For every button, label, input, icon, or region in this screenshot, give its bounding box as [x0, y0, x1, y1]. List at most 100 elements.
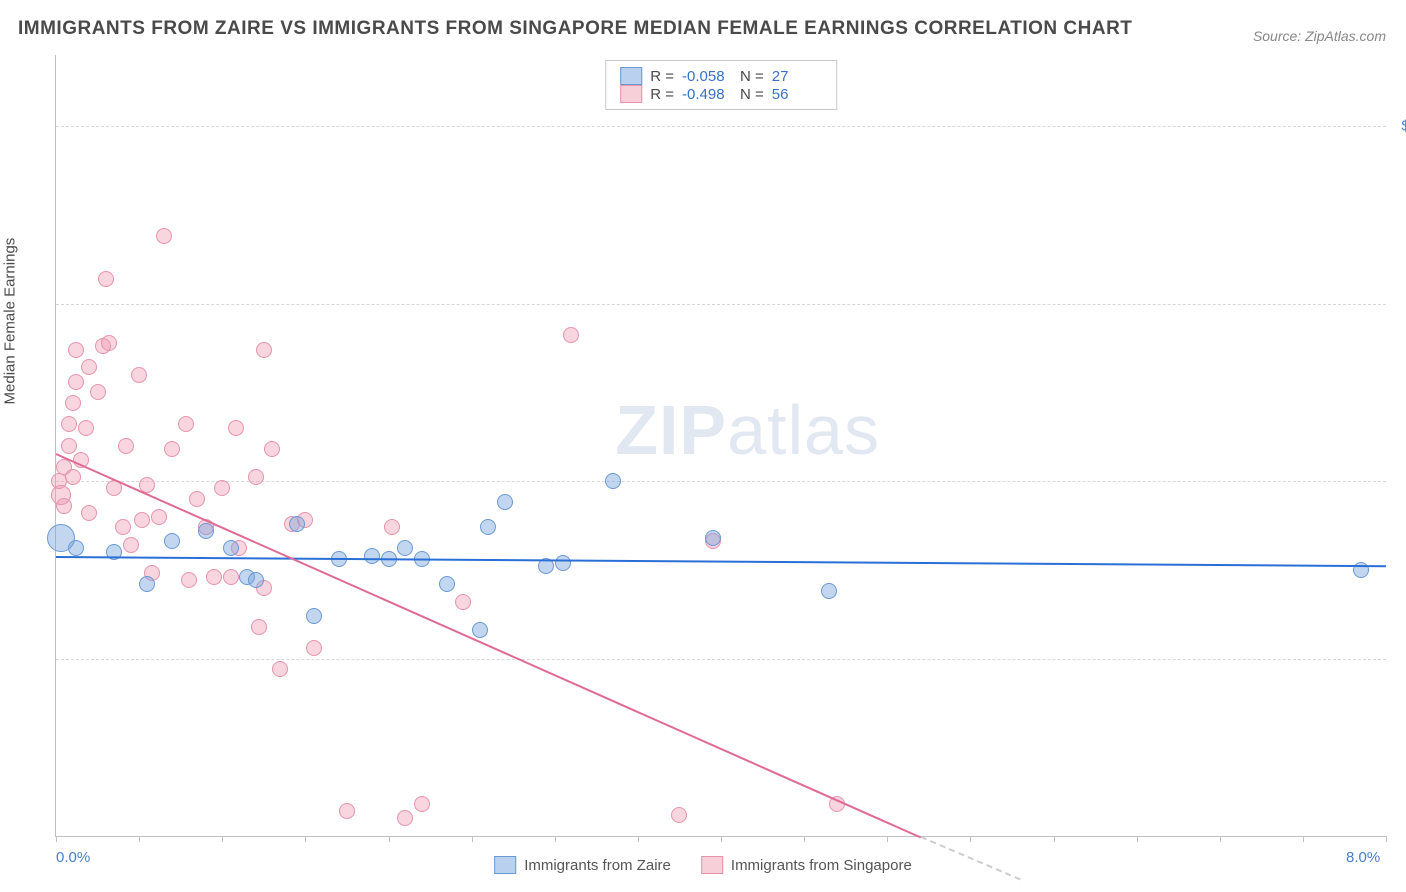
r-value: -0.498 [682, 86, 732, 103]
data-point [68, 342, 84, 358]
data-point [90, 384, 106, 400]
data-point [81, 505, 97, 521]
x-tick [139, 836, 140, 842]
data-point [306, 608, 322, 624]
data-point [472, 622, 488, 638]
r-value: -0.058 [682, 68, 732, 85]
x-tick [305, 836, 306, 842]
y-tick-label: $50,000 [1394, 473, 1406, 490]
data-point [178, 416, 194, 432]
data-point [397, 810, 413, 826]
data-point [251, 619, 267, 635]
legend-label: Immigrants from Singapore [731, 857, 912, 874]
watermark: ZIPatlas [615, 390, 880, 470]
data-point [206, 569, 222, 585]
data-point [289, 516, 305, 532]
legend-swatch [620, 67, 642, 85]
x-tick [1137, 836, 1138, 842]
data-point [164, 441, 180, 457]
stats-legend-row: R = -0.498 N = 56 [620, 85, 822, 103]
x-tick [804, 836, 805, 842]
y-tick-label: $25,000 [1394, 650, 1406, 667]
data-point [306, 640, 322, 656]
y-axis-label: Median Female Earnings [2, 238, 19, 405]
data-point [705, 530, 721, 546]
data-point [61, 438, 77, 454]
n-label: N = [740, 68, 764, 85]
data-point [81, 359, 97, 375]
legend-swatch [620, 85, 642, 103]
x-tick-label: 8.0% [1346, 849, 1380, 866]
data-point [228, 420, 244, 436]
data-point [65, 395, 81, 411]
data-point [189, 491, 205, 507]
data-point [223, 540, 239, 556]
data-point [821, 583, 837, 599]
data-point [248, 572, 264, 588]
data-point [497, 494, 513, 510]
data-point [98, 271, 114, 287]
x-tick [222, 836, 223, 842]
x-tick [1220, 836, 1221, 842]
n-label: N = [740, 86, 764, 103]
data-point [78, 420, 94, 436]
data-point [198, 523, 214, 539]
data-point [555, 555, 571, 571]
data-point [131, 367, 147, 383]
data-point [68, 374, 84, 390]
gridline [56, 659, 1386, 660]
data-point [256, 342, 272, 358]
gridline [56, 126, 1386, 127]
x-tick [638, 836, 639, 842]
data-point [671, 807, 687, 823]
scatter-plot-area: ZIPatlas R =-0.058N =27R =-0.498N =56 $2… [55, 55, 1386, 837]
legend-item: Immigrants from Singapore [701, 856, 912, 874]
data-point [563, 327, 579, 343]
data-point [101, 335, 117, 351]
data-point [214, 480, 230, 496]
chart-title: IMMIGRANTS FROM ZAIRE VS IMMIGRANTS FROM… [18, 18, 1132, 40]
data-point [248, 469, 264, 485]
trend-line [56, 453, 921, 838]
data-point [264, 441, 280, 457]
legend-swatch [701, 856, 723, 874]
n-value: 56 [772, 86, 822, 103]
data-point [68, 540, 84, 556]
data-point [181, 572, 197, 588]
series-legend: Immigrants from Zaire Immigrants from Sin… [494, 856, 912, 874]
trend-line [56, 556, 1386, 567]
data-point [384, 519, 400, 535]
x-tick [389, 836, 390, 842]
x-tick [1054, 836, 1055, 842]
data-point [223, 569, 239, 585]
data-point [339, 803, 355, 819]
x-tick [555, 836, 556, 842]
r-label: R = [650, 68, 674, 85]
gridline [56, 304, 1386, 305]
x-tick [970, 836, 971, 842]
correlation-stats-legend: R =-0.058N =27R =-0.498N =56 [605, 60, 837, 110]
data-point [123, 537, 139, 553]
source-attribution: Source: ZipAtlas.com [1253, 28, 1386, 44]
r-label: R = [650, 86, 674, 103]
data-point [455, 594, 471, 610]
data-point [151, 509, 167, 525]
x-tick [472, 836, 473, 842]
x-tick [1386, 836, 1387, 842]
data-point [397, 540, 413, 556]
data-point [364, 548, 380, 564]
stats-legend-row: R =-0.058N =27 [620, 67, 822, 85]
data-point [164, 533, 180, 549]
data-point [480, 519, 496, 535]
data-point [156, 228, 172, 244]
data-point [118, 438, 134, 454]
data-point [134, 512, 150, 528]
legend-item: Immigrants from Zaire [494, 856, 671, 874]
x-tick [721, 836, 722, 842]
x-tick-label: 0.0% [56, 849, 90, 866]
data-point [139, 576, 155, 592]
x-tick [887, 836, 888, 842]
data-point [56, 498, 72, 514]
x-tick [1303, 836, 1304, 842]
data-point [115, 519, 131, 535]
